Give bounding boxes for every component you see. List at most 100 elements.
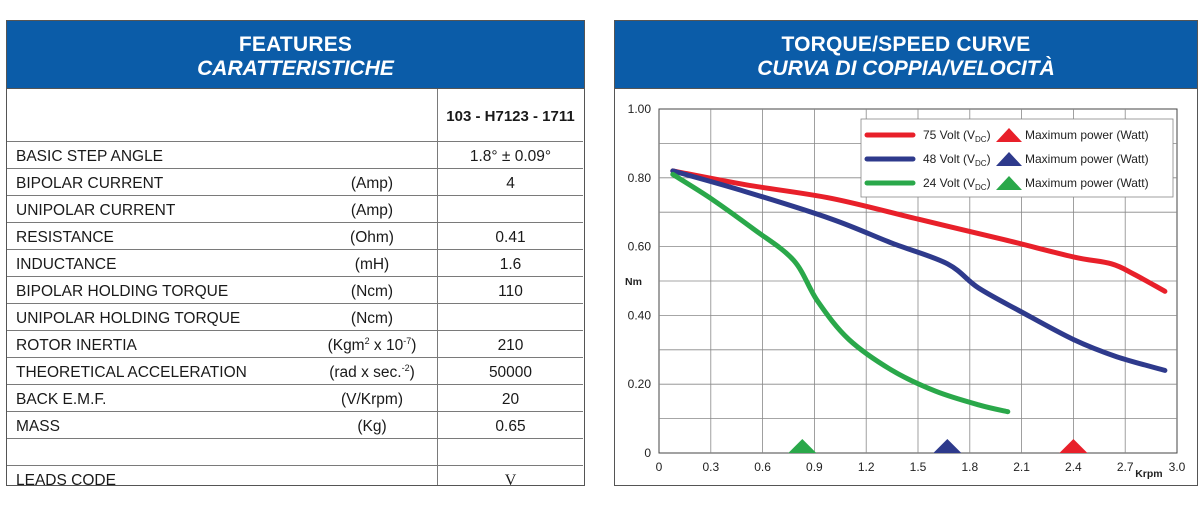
- row-label: UNIPOLAR CURRENT: [16, 202, 176, 219]
- legend-max-power-label-0: Maximum power (Watt): [1025, 128, 1149, 142]
- x-tick-label: 1.2: [858, 460, 875, 474]
- series-line-1: [670, 168, 1168, 373]
- max-power-marker-0: [1059, 439, 1088, 453]
- y-tick-label: 0.60: [628, 240, 652, 254]
- row-label: LEADS CODE: [16, 472, 116, 489]
- table-row: THEORETICAL ACCELERATION (rad x sec.-2) …: [7, 358, 583, 385]
- unit-part: (rad x sec.: [329, 364, 402, 381]
- features-header: FEATURES CARATTERISTICHE: [7, 21, 584, 89]
- table-row-empty: [7, 439, 583, 466]
- torque-chart-panel: TORQUE/SPEED CURVE CURVA DI COPPIA/VELOC…: [614, 20, 1198, 486]
- row-unit: (Amp): [350, 175, 394, 192]
- y-tick-label: 0.40: [628, 308, 652, 322]
- table-row: BASIC STEP ANGLE 1.8° ± 0.09°: [7, 142, 583, 169]
- chart-header: TORQUE/SPEED CURVE CURVA DI COPPIA/VELOC…: [615, 21, 1197, 89]
- row-value: 0.41: [495, 229, 526, 246]
- chart-subtitle: CURVA DI COPPIA/VELOCITÀ: [757, 57, 1055, 80]
- y-tick-label: 0.80: [628, 171, 652, 185]
- row-value: 1.8° ± 0.09°: [469, 148, 552, 165]
- table-row: UNIPOLAR CURRENT (Amp): [7, 196, 583, 223]
- y-tick-label: 1.00: [628, 102, 652, 116]
- x-axis-unit-label: Krpm: [1135, 468, 1162, 480]
- features-table: 103 - H7123 - 1711 BASIC STEP ANGLE 1.8°…: [7, 89, 583, 492]
- row-label: UNIPOLAR HOLDING TORQUE: [16, 310, 241, 327]
- row-label: THEORETICAL ACCELERATION: [16, 364, 247, 381]
- x-tick-label: 1.5: [910, 460, 927, 474]
- series-line-2: [670, 171, 1011, 415]
- table-row: BIPOLAR CURRENT (Amp) 4: [7, 169, 583, 196]
- legend-marker-0: [996, 128, 1022, 142]
- unit-part: ): [411, 337, 417, 354]
- row-value: 0.65: [495, 418, 526, 435]
- row-value: 20: [501, 391, 520, 408]
- y-tick-label: 0.20: [628, 377, 652, 391]
- row-label: BASIC STEP ANGLE: [16, 148, 164, 165]
- legend-marker-2: [996, 176, 1022, 190]
- legend-max-power-label-1: Maximum power (Watt): [1025, 152, 1149, 166]
- row-value: 50000: [488, 364, 533, 381]
- unit-part: (Kgm: [327, 337, 365, 354]
- x-tick-label: 2.1: [1013, 460, 1030, 474]
- row-label: BACK E.M.F.: [16, 391, 107, 408]
- unit-superscript: -7: [403, 335, 412, 346]
- features-subtitle: CARATTERISTICHE: [197, 57, 394, 80]
- legend-marker-1: [996, 152, 1022, 166]
- row-label: BIPOLAR HOLDING TORQUE: [16, 283, 229, 300]
- row-unit: (Ncm): [350, 310, 394, 327]
- y-axis-label: Nm: [625, 276, 642, 288]
- table-row: INDUCTANCE (mH) 1.6: [7, 250, 583, 277]
- table-row: BIPOLAR HOLDING TORQUE (Ncm) 110: [7, 277, 583, 304]
- x-tick-label: 0: [656, 460, 663, 474]
- x-tick-label: 3.0: [1169, 460, 1186, 474]
- row-label: MASS: [16, 418, 60, 435]
- x-tick-label: 0.3: [702, 460, 719, 474]
- table-row: MASS (Kg) 0.65: [7, 412, 583, 439]
- row-value: 1.6: [499, 256, 522, 273]
- max-power-marker-1: [933, 439, 962, 453]
- unit-part: ): [409, 364, 415, 381]
- row-label: RESISTANCE: [16, 229, 114, 246]
- unit-part: x 10: [369, 337, 404, 354]
- legend-label-2: 24 Volt (VDC): [923, 176, 991, 192]
- row-value: 4: [506, 175, 515, 192]
- table-row: BACK E.M.F. (V/Krpm) 20: [7, 385, 583, 412]
- legend-max-power-label-2: Maximum power (Watt): [1025, 176, 1149, 190]
- x-tick-label: 0.9: [806, 460, 823, 474]
- row-unit: (Amp): [350, 202, 394, 219]
- features-panel: FEATURES CARATTERISTICHE 103 - H7123 - 1…: [6, 20, 585, 489]
- max-power-marker-2: [788, 439, 817, 453]
- x-tick-label: 2.7: [1117, 460, 1134, 474]
- features-title: FEATURES: [238, 33, 353, 56]
- row-unit: (rad x sec.-2): [307, 363, 437, 382]
- table-row: ROTOR INERTIA (Kgm2 x 10-7) 210: [7, 331, 583, 358]
- row-value: 210: [497, 337, 524, 354]
- torque-speed-chart: 0 0.3 0.6 0.9 1.2 1.5 1.8 2.1 2.4 2.7 3.0 Krpm 0 0.20…: [625, 102, 1186, 480]
- model-number: 103 - H7123 - 1711: [446, 108, 575, 125]
- y-tick-label: 0: [644, 446, 651, 460]
- x-tick-label: 2.4: [1065, 460, 1082, 474]
- row-unit: (mH): [354, 256, 390, 273]
- table-header-row: 103 - H7123 - 1711: [7, 89, 583, 142]
- legend-label-1: 48 Volt (VDC): [923, 152, 991, 168]
- chart-title: TORQUE/SPEED CURVE: [781, 33, 1031, 56]
- row-unit: (Kg): [357, 418, 387, 435]
- x-tick-label: 1.8: [961, 460, 978, 474]
- series-line-0: [670, 168, 1168, 294]
- row-unit: (Ohm): [350, 229, 394, 246]
- row-value: 110: [498, 283, 523, 300]
- row-label: ROTOR INERTIA: [16, 337, 137, 354]
- column-divider: [437, 89, 438, 485]
- row-value: V: [504, 472, 517, 489]
- row-label: INDUCTANCE: [16, 256, 117, 273]
- unit-superscript: -2: [401, 362, 410, 373]
- legend-label-0: 75 Volt (VDC): [923, 128, 991, 144]
- row-unit: (Ncm): [350, 283, 394, 300]
- row-unit: (Kgm2 x 10-7): [307, 336, 437, 355]
- unit-superscript: 2: [364, 335, 370, 346]
- row-unit: (V/Krpm): [341, 391, 403, 408]
- table-row: LEADS CODE V: [7, 466, 583, 492]
- table-row: RESISTANCE (Ohm) 0.41: [7, 223, 583, 250]
- x-tick-label: 0.6: [754, 460, 771, 474]
- table-row: UNIPOLAR HOLDING TORQUE (Ncm): [7, 304, 583, 331]
- row-label: BIPOLAR CURRENT: [16, 175, 164, 192]
